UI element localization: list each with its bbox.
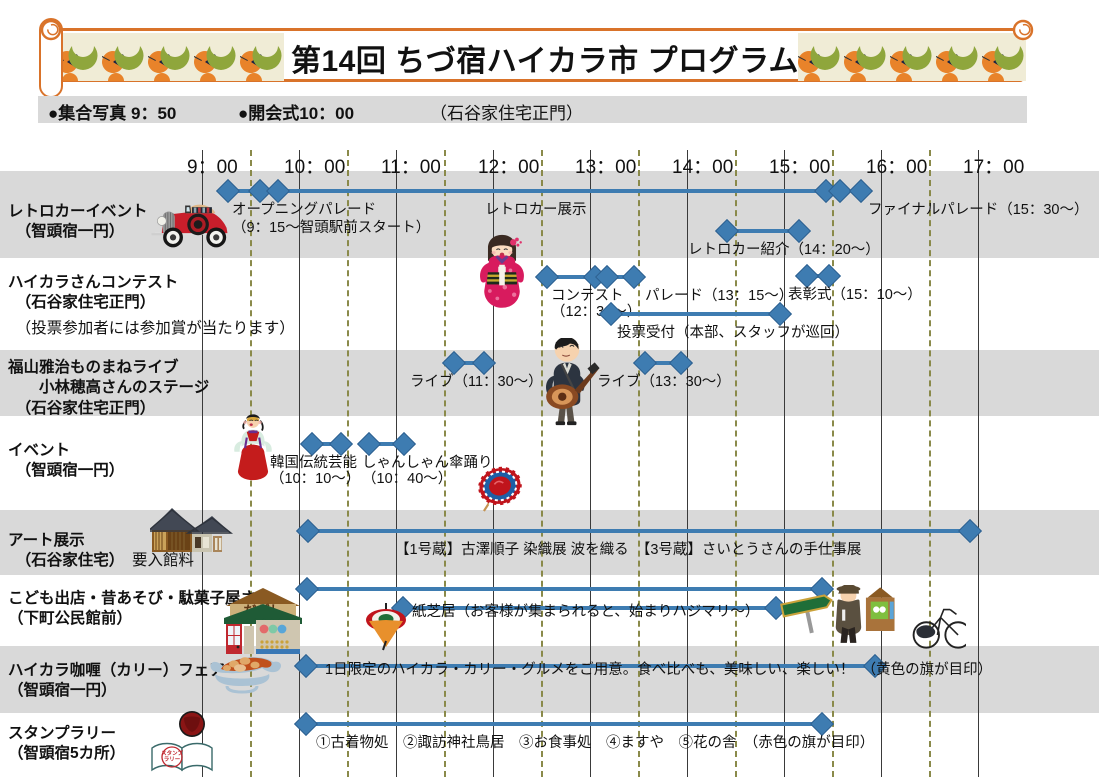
svg-text:ラリー: ラリー (164, 756, 181, 763)
svg-text:スタンプ: スタンプ (161, 749, 183, 757)
